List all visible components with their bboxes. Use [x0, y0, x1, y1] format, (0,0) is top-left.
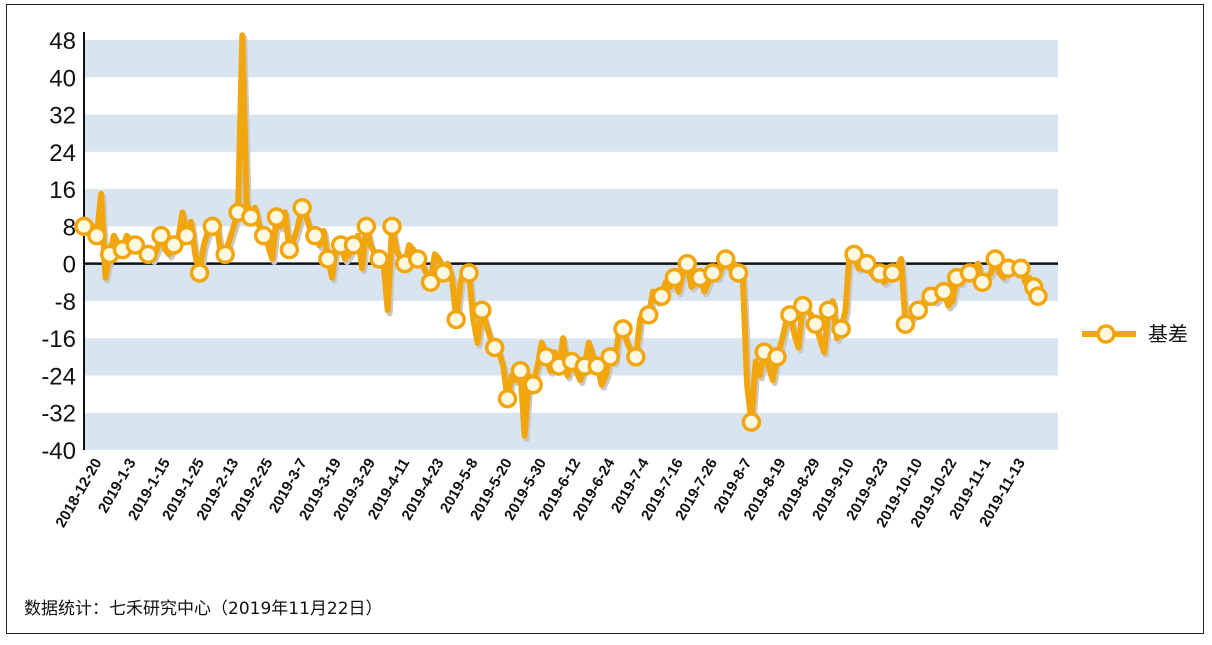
y-tick-label: -40 [41, 438, 76, 465]
data-point [844, 244, 864, 265]
data-point [369, 249, 389, 269]
grid-band [84, 40, 1058, 78]
data-point [318, 249, 338, 269]
data-point [253, 225, 274, 246]
data-point [87, 225, 107, 246]
source-note: 数据统计：七禾研究中心（2019年11月22日） [24, 599, 383, 619]
data-point [613, 319, 633, 339]
data-point [677, 253, 697, 274]
data-point [600, 347, 620, 367]
x-axis: 2018-12-202019-1-32019-1-152019-1-252019… [52, 455, 1028, 531]
y-tick-label: 8 [63, 214, 76, 241]
data-point [651, 286, 672, 306]
data-point [523, 375, 543, 395]
data-point [305, 225, 325, 246]
data-point [215, 244, 235, 265]
data-point [356, 216, 377, 237]
data-point [446, 309, 466, 330]
data-point [792, 295, 813, 316]
data-point [741, 412, 762, 432]
data-point [934, 281, 954, 302]
grid-band [84, 263, 1058, 301]
series-line [81, 32, 1041, 439]
data-point [74, 216, 94, 237]
grid-band [84, 114, 1058, 152]
y-tick-label: -8 [55, 289, 76, 316]
data-point [1028, 286, 1048, 306]
data-point [138, 244, 158, 265]
data-point [202, 216, 223, 237]
data-point [279, 239, 300, 260]
data-point [151, 225, 171, 246]
data-point [805, 314, 826, 334]
data-point [382, 216, 402, 237]
data-point [510, 361, 531, 381]
data-point [715, 249, 736, 269]
data-point [587, 356, 608, 376]
data-point [407, 249, 428, 269]
grid-band [84, 412, 1058, 450]
data-point [882, 263, 903, 283]
data-point [1011, 258, 1031, 279]
data-point [959, 263, 980, 283]
data-point [266, 207, 287, 227]
data-point [472, 300, 492, 320]
data-point [343, 235, 364, 255]
data-point [536, 347, 556, 367]
data-point [985, 249, 1005, 269]
data-point [908, 300, 928, 320]
data-point [972, 272, 993, 293]
data-point [831, 319, 851, 339]
data-point [176, 225, 197, 246]
y-tick-label: -32 [41, 401, 76, 428]
data-point [895, 314, 916, 334]
data-point [125, 235, 146, 255]
data-point [292, 197, 312, 218]
data-point [818, 300, 839, 320]
data-point [638, 305, 659, 325]
data-point [664, 267, 685, 288]
series-basis [74, 32, 1048, 442]
legend-swatch-marker [1096, 324, 1116, 344]
data-point [626, 347, 646, 367]
y-tick-label: 32 [49, 103, 76, 130]
data-point [189, 263, 210, 283]
y-tick-label: 40 [49, 65, 76, 92]
data-point [433, 263, 454, 283]
data-point [857, 253, 877, 274]
y-tick-label: 24 [49, 140, 76, 167]
y-tick-label: 0 [63, 252, 76, 279]
data-point [497, 389, 518, 409]
y-tick-label: 48 [49, 28, 76, 55]
data-point [728, 263, 749, 283]
x-tick-label: 2018-12-20 [52, 456, 105, 531]
chart-frame [6, 4, 1204, 634]
data-point [164, 235, 184, 255]
data-point [780, 305, 800, 325]
data-point [459, 263, 479, 283]
data-point [484, 337, 505, 358]
y-tick-label: 16 [49, 177, 76, 204]
data-point [241, 207, 261, 227]
legend: 基差 [1082, 322, 1188, 346]
data-point [703, 263, 723, 283]
data-point [420, 272, 441, 293]
y-tick-label: -16 [41, 326, 76, 353]
legend-label: 基差 [1148, 322, 1188, 346]
data-point [767, 347, 787, 367]
y-tick-label: -24 [41, 363, 76, 390]
